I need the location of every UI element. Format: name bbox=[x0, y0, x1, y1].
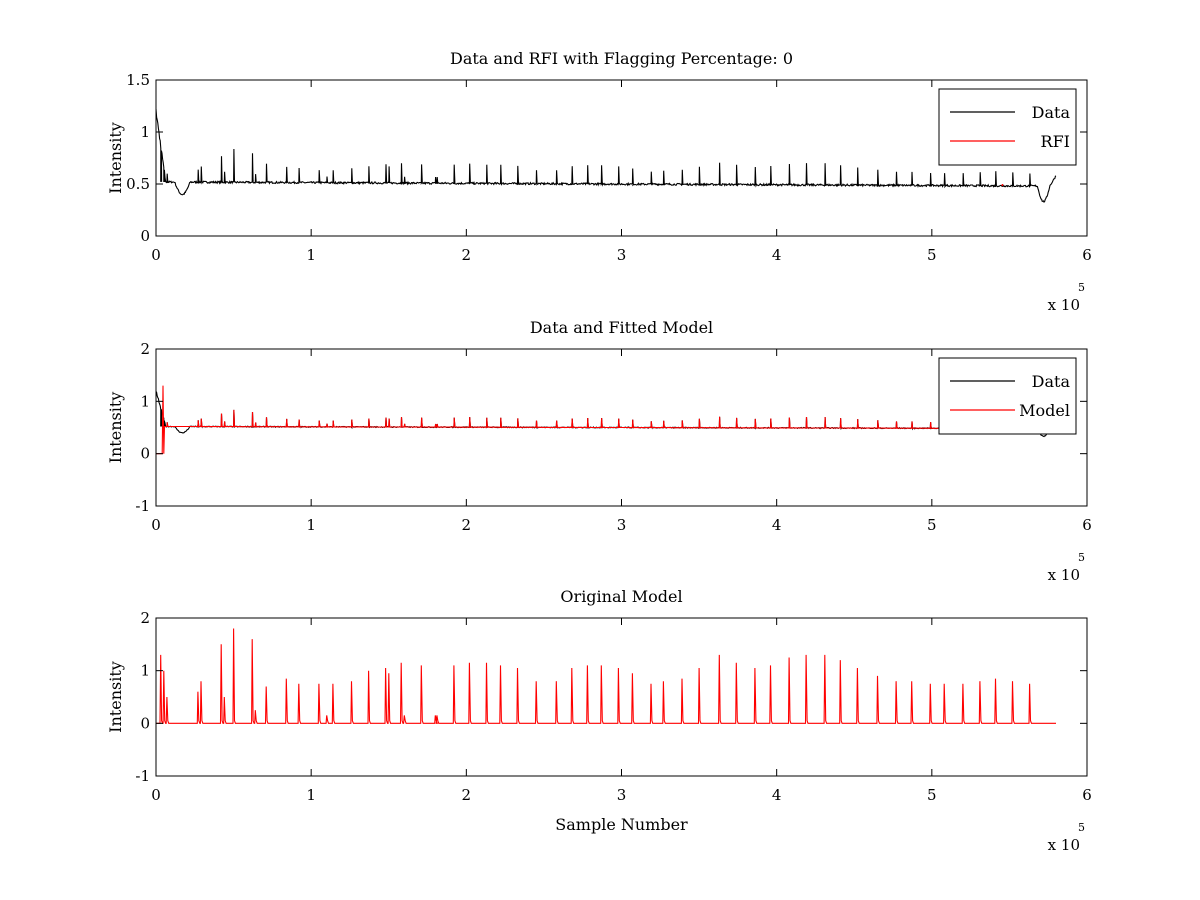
x-tick-label: 6 bbox=[1082, 786, 1092, 804]
plot-area bbox=[156, 108, 1057, 203]
x-multiplier-exponent: 5 bbox=[1078, 821, 1085, 834]
y-tick-label: 0 bbox=[140, 445, 150, 463]
x-tick-label: 5 bbox=[927, 516, 937, 534]
x-tick-label: 3 bbox=[617, 786, 627, 804]
x-multiplier: x 10 bbox=[1048, 296, 1080, 314]
chart-title: Data and RFI with Flagging Percentage: 0 bbox=[450, 49, 793, 68]
y-tick-label: 1 bbox=[140, 392, 150, 410]
x-tick-label: 2 bbox=[462, 786, 472, 804]
x-tick-label: 3 bbox=[617, 516, 627, 534]
x-multiplier-exponent: 5 bbox=[1078, 551, 1085, 564]
x-axis-label: Sample Number bbox=[555, 815, 688, 834]
x-tick-label: 3 bbox=[617, 246, 627, 264]
y-tick-label: 1 bbox=[140, 123, 150, 141]
x-tick-label: 4 bbox=[772, 246, 782, 264]
x-tick-label: 1 bbox=[306, 516, 316, 534]
x-tick-label: 1 bbox=[306, 246, 316, 264]
x-tick-label: 5 bbox=[927, 786, 937, 804]
y-axis-label: Intensity bbox=[106, 661, 125, 733]
y-tick-label: 0.5 bbox=[126, 175, 150, 193]
series-line-model bbox=[156, 385, 1056, 455]
legend-label-model: Model bbox=[1019, 401, 1070, 420]
plot-area bbox=[156, 385, 1057, 455]
x-tick-label: 0 bbox=[151, 516, 161, 534]
plot-area bbox=[156, 628, 1056, 724]
y-axis-label: Intensity bbox=[106, 392, 125, 464]
x-multiplier: x 10 bbox=[1048, 836, 1080, 854]
legend: Data RFI bbox=[938, 88, 1077, 166]
x-tick-label: 0 bbox=[151, 246, 161, 264]
y-tick-label: 1 bbox=[140, 662, 150, 680]
x-tick-label: 0 bbox=[151, 786, 161, 804]
series-line-data bbox=[156, 108, 1057, 203]
chart-title: Data and Fitted Model bbox=[530, 318, 713, 337]
chart-title: Original Model bbox=[560, 587, 682, 606]
x-multiplier: x 10 bbox=[1048, 566, 1080, 584]
y-tick-label: 0 bbox=[140, 227, 150, 245]
y-axis-label: Intensity bbox=[106, 122, 125, 194]
y-tick-label: -1 bbox=[135, 767, 150, 785]
y-tick-label: 2 bbox=[140, 609, 150, 627]
panel-data-and-rfi: Data and RFI with Flagging Percentage: 0… bbox=[106, 49, 1092, 314]
legend: Data Model bbox=[938, 357, 1077, 435]
series-line-original-model bbox=[156, 628, 1056, 724]
legend-box bbox=[938, 357, 1077, 435]
x-multiplier-exponent: 5 bbox=[1078, 281, 1085, 294]
x-tick-label: 1 bbox=[306, 786, 316, 804]
x-tick-label: 4 bbox=[772, 786, 782, 804]
legend-label-data: Data bbox=[1032, 372, 1071, 391]
x-tick-label: 4 bbox=[772, 516, 782, 534]
x-tick-label: 5 bbox=[927, 246, 937, 264]
legend-label-rfi: RFI bbox=[1041, 132, 1070, 151]
x-tick-label: 2 bbox=[462, 516, 472, 534]
y-tick-label: 2 bbox=[140, 340, 150, 358]
x-tick-label: 6 bbox=[1082, 246, 1092, 264]
y-tick-label: 0 bbox=[140, 714, 150, 732]
y-tick-label: -1 bbox=[135, 497, 150, 515]
legend-label-data: Data bbox=[1032, 103, 1071, 122]
y-tick-label: 1.5 bbox=[126, 71, 150, 89]
x-tick-label: 2 bbox=[462, 246, 472, 264]
legend-box bbox=[938, 88, 1077, 166]
x-tick-label: 6 bbox=[1082, 516, 1092, 534]
